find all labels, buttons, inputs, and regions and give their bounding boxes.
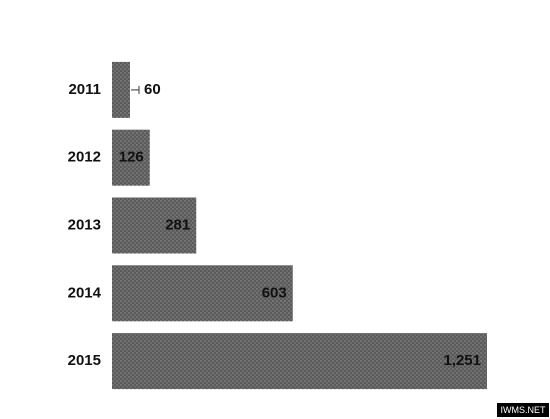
value-label: 60 [144,81,161,98]
y-tick-label: 2015 [68,352,101,369]
bar [112,265,293,322]
value-label: 603 [262,284,287,301]
bar [112,129,150,186]
watermark: IWMS.NET [501,405,546,415]
bar [112,61,130,118]
bar [112,333,487,390]
y-tick-label: 2014 [68,284,102,301]
bar [112,197,197,254]
y-tick-label: 2012 [68,149,101,166]
y-tick-label: 2013 [68,216,101,233]
watermark-box [497,403,549,417]
value-label: 126 [119,149,144,166]
y-tick-label: 2011 [68,81,101,98]
value-label: 1,251 [443,352,481,369]
value-label: 281 [165,216,190,233]
